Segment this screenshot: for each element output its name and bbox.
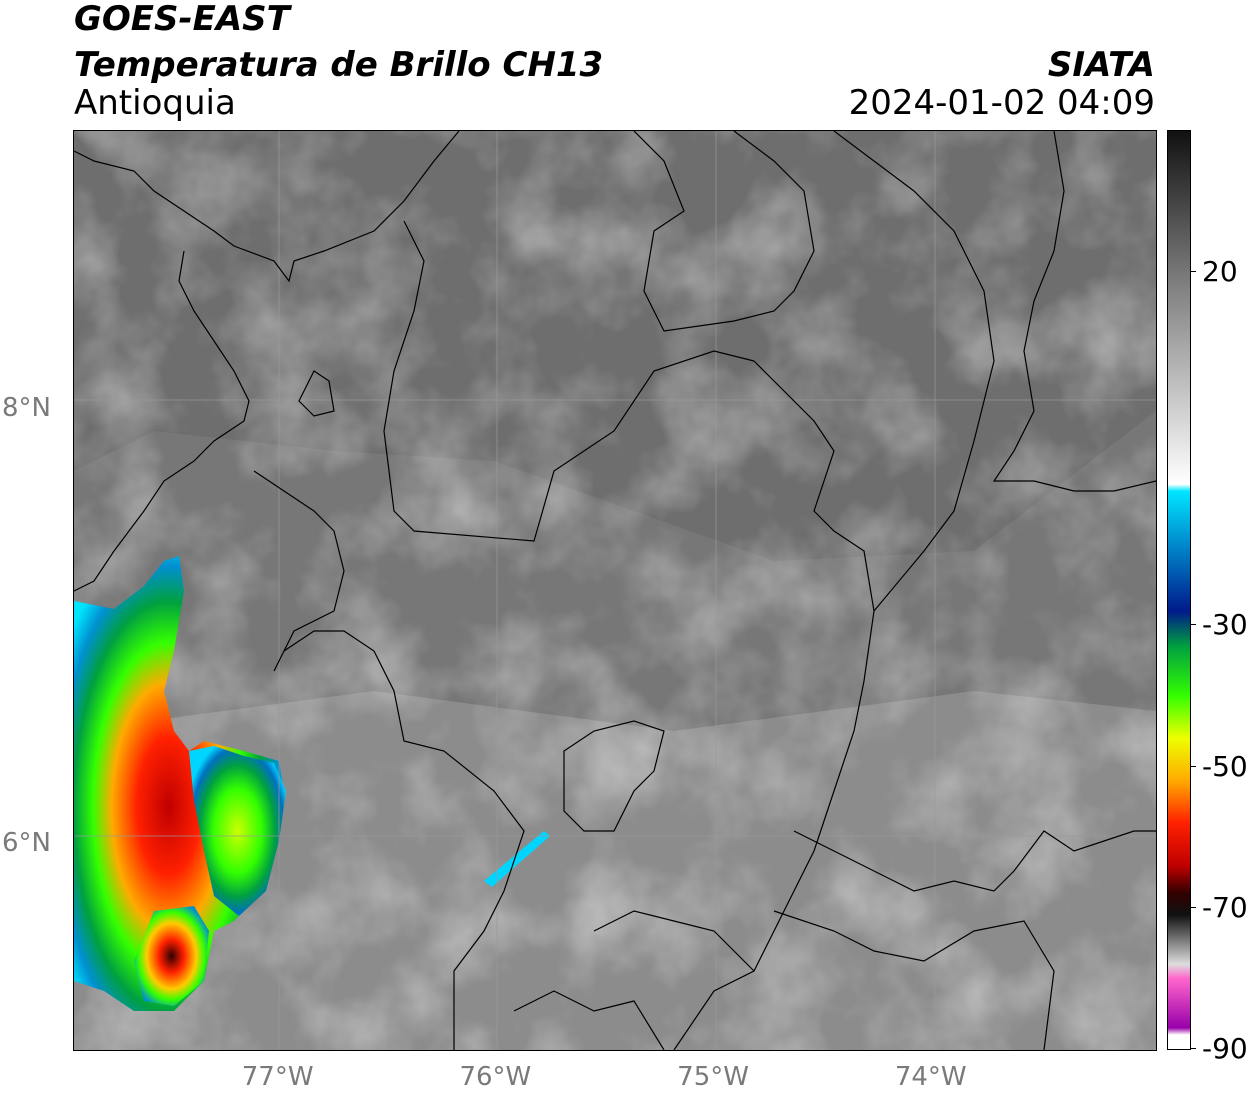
colorbar-tick-label: -30	[1202, 608, 1248, 642]
satellite-map[interactable]	[73, 130, 1157, 1051]
colorbar-tick-label: -50	[1202, 749, 1248, 783]
antioquia-east-border	[673, 360, 875, 1050]
risaralda-border	[513, 990, 665, 1050]
santander-border	[992, 131, 1156, 492]
region-label: Antioquia	[74, 83, 236, 123]
product-title: Temperatura de Brillo CH13	[74, 45, 604, 85]
colorbar-tick	[1190, 624, 1196, 626]
cordoba-border	[633, 131, 815, 332]
bolivar-border	[833, 131, 995, 612]
cold-cloud-streak	[484, 831, 550, 887]
lat-label: 6°N	[2, 828, 51, 859]
caldas-border	[593, 910, 755, 972]
lon-label: 74°W	[894, 1062, 967, 1092]
lon-label: 76°W	[459, 1062, 532, 1092]
colorbar-tick	[1190, 1048, 1196, 1049]
colorbar-tick-label: -70	[1202, 890, 1248, 924]
colorbar	[1167, 130, 1191, 1050]
organization-label: SIATA	[1047, 45, 1155, 85]
boyaca-border	[793, 830, 1156, 892]
convective-cell-south	[134, 906, 209, 1006]
admin-boundaries	[74, 131, 1156, 1050]
colorbar-tick-label: 20	[1202, 255, 1238, 289]
lat-label: 8°N	[2, 392, 51, 423]
gulf-inlet	[298, 370, 335, 417]
lon-label: 75°W	[677, 1062, 749, 1092]
colorbar-tick-label: -90	[1202, 1032, 1248, 1065]
colorbar-tick	[1190, 765, 1196, 767]
caribbean-coastline	[74, 131, 460, 283]
timestamp-label: 2024-01-02 04:09	[848, 83, 1155, 123]
gridlines	[74, 131, 1156, 1050]
antioquia-north-border	[383, 220, 755, 542]
colorbar-tick	[1190, 906, 1196, 908]
convective-cell-east	[189, 746, 286, 916]
map-canvas	[74, 131, 1156, 1050]
colorbar-tick	[1190, 271, 1196, 273]
satellite-title: GOES-EAST	[74, 0, 290, 39]
atrato-border	[253, 470, 345, 672]
cundinamarca-border	[773, 910, 1055, 1050]
uraba-coastline	[74, 250, 250, 592]
choco-border	[283, 630, 525, 1050]
lon-label: 77°W	[241, 1062, 314, 1092]
municipality-cluster	[563, 720, 665, 832]
